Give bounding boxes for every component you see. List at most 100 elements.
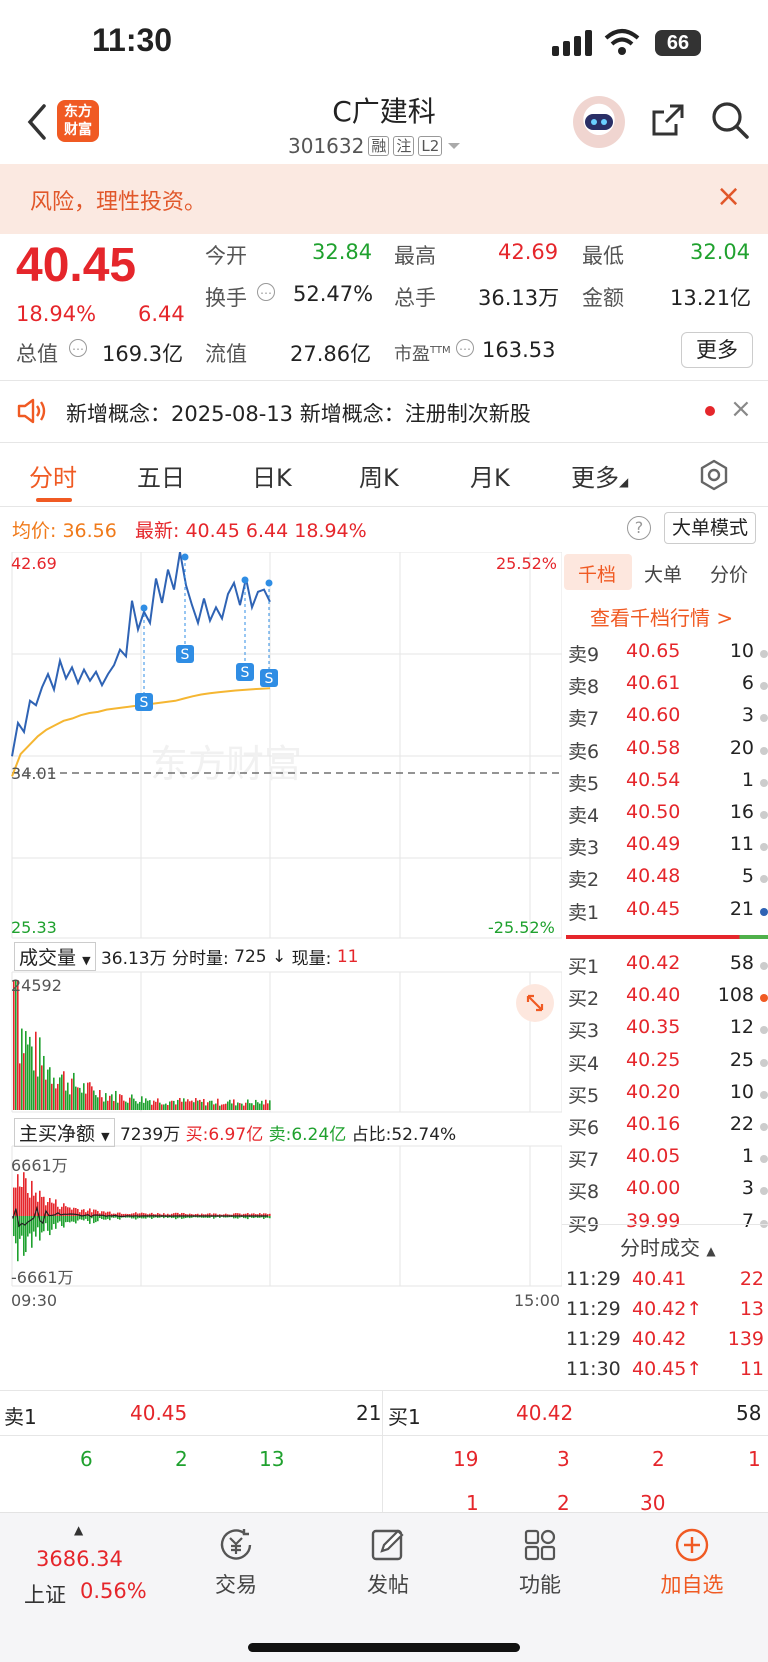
flow-sell-bar <box>225 1216 227 1218</box>
volume-bar <box>85 1093 87 1110</box>
book-level-price: 40.00 <box>626 1177 681 1200</box>
info-icon[interactable]: … <box>456 339 474 357</box>
book-tab-levels[interactable]: 千档 <box>578 564 617 586</box>
ask-row[interactable]: 卖6 40.58 20 <box>568 737 768 767</box>
flow-net-line <box>12 1205 268 1228</box>
volume-bar <box>191 1100 193 1110</box>
ask-row[interactable]: 卖7 40.60 3 <box>568 704 768 734</box>
flow-selector[interactable]: 主买净额 ▼ <box>14 1118 115 1147</box>
stock-title[interactable]: C广建科 <box>332 95 436 128</box>
bid-row[interactable]: 买7 40.05 1 <box>568 1145 768 1175</box>
flow-sell-bar <box>145 1216 147 1219</box>
flow-sell-bar <box>219 1216 221 1218</box>
nav-functions[interactable]: 功能 <box>490 1525 590 1599</box>
tab-five-day[interactable]: 五日 <box>137 464 185 492</box>
expand-icon[interactable] <box>516 984 554 1022</box>
flow-sell-bar <box>197 1216 199 1218</box>
pct-low-label: -25.52% <box>488 918 555 937</box>
tab-daily-k[interactable]: 日K <box>252 464 292 492</box>
ask-row[interactable]: 卖2 40.48 5 <box>568 865 768 895</box>
ticks-title[interactable]: 分时成交 ▲ <box>620 1236 716 1260</box>
flow-buy-bar <box>107 1211 109 1216</box>
tab-intraday[interactable]: 分时 <box>29 464 77 492</box>
bid-row[interactable]: 买3 40.35 12 <box>568 1016 768 1046</box>
flow-sell-bar <box>79 1216 81 1220</box>
bottom-nav: ▲ 3686.34 上证 0.56% 交易 发帖 功能 加自选 <box>0 1512 768 1662</box>
ask-row[interactable]: 卖3 40.49 11 <box>568 833 768 863</box>
volume-bar <box>153 1100 155 1110</box>
volume-bar <box>93 1090 95 1110</box>
ask-row[interactable]: 卖8 40.61 6 <box>568 672 768 702</box>
info-icon[interactable]: … <box>69 339 87 357</box>
stock-code-line[interactable]: 301632 融 注 L2 <box>288 134 462 158</box>
flow-buy-bar <box>181 1212 183 1216</box>
flow-sell-bar <box>91 1216 93 1219</box>
ask-row[interactable]: 卖9 40.65 10 <box>568 640 768 670</box>
tab-more[interactable]: 更多◢ <box>571 464 629 492</box>
nav-trade[interactable]: 交易 <box>186 1525 286 1599</box>
book-tab-big-orders[interactable]: 大单 <box>644 564 683 586</box>
volume-bar <box>247 1099 249 1110</box>
volume-bar <box>159 1102 161 1110</box>
bid-row[interactable]: 买6 40.16 22 <box>568 1113 768 1143</box>
close-icon[interactable]: × <box>716 179 742 214</box>
flow-sell-bar <box>251 1216 253 1218</box>
flow-sell-bar <box>25 1216 27 1253</box>
latest-label: 最新: <box>134 520 180 542</box>
stock-header: 东方 财富 C广建科 301632 融 注 L2 <box>0 88 768 164</box>
book-level-volume: 20 <box>729 736 754 759</box>
flow-sell-bar <box>55 1216 57 1229</box>
flow-sell-bar <box>65 1216 67 1223</box>
book-tab-highlight <box>564 554 632 590</box>
nav-add-watchlist[interactable]: 加自选 <box>642 1525 742 1599</box>
more-button[interactable]: 更多 <box>681 332 753 368</box>
tab-weekly-k[interactable]: 周K <box>359 464 399 492</box>
volume-bar <box>245 1102 247 1110</box>
turnover-value: 52.47% <box>293 282 374 306</box>
flow-sell-bar <box>15 1216 17 1244</box>
pe-value: 163.53 <box>482 338 556 362</box>
ai-assistant-icon[interactable] <box>573 96 625 148</box>
help-icon[interactable]: ? <box>627 516 651 540</box>
book-level-label: 卖6 <box>568 740 600 763</box>
flow-buy-bar <box>113 1213 115 1216</box>
flow-sell-bar <box>27 1216 29 1237</box>
flow-buy-bar <box>179 1214 181 1216</box>
bid-row[interactable]: 买1 40.42 58 <box>568 952 768 982</box>
volume-bar <box>13 980 15 1110</box>
risk-text: 风险，理性投资。 <box>30 190 207 215</box>
ask-row[interactable]: 卖1 40.45 21 <box>568 898 768 928</box>
tab-monthly-k[interactable]: 月K <box>470 464 510 492</box>
flow-sell-bar <box>125 1216 127 1218</box>
signal-icon <box>552 30 592 56</box>
search-icon[interactable] <box>710 100 750 140</box>
buy-queue-item: 30 <box>640 1491 666 1515</box>
info-icon[interactable]: … <box>257 283 275 301</box>
book-level-price: 40.05 <box>626 1145 681 1168</box>
nav-post[interactable]: 发帖 <box>338 1525 438 1599</box>
bid-row[interactable]: 买2 40.40 108 <box>568 984 768 1014</box>
bid-row[interactable]: 买4 40.25 25 <box>568 1049 768 1079</box>
back-icon[interactable] <box>22 102 52 142</box>
book-tab-price-dist[interactable]: 分价 <box>710 564 749 586</box>
flow-buy-bar <box>265 1213 267 1216</box>
price-low-label: 25.33 <box>11 918 57 937</box>
flow-buy-bar <box>81 1209 83 1216</box>
latest-pct: 18.94% <box>294 520 367 542</box>
volume-selector[interactable]: 成交量 ▼ <box>14 942 96 971</box>
flow-sell-bar <box>77 1216 79 1221</box>
bid-row[interactable]: 买8 40.00 3 <box>568 1177 768 1207</box>
share-icon[interactable] <box>648 100 688 140</box>
flow-buy-bar <box>177 1212 179 1216</box>
big-order-mode-button[interactable]: 大单模式 <box>664 512 756 544</box>
view-levels-link[interactable]: 查看千档行情 > <box>590 606 734 630</box>
concept-notice[interactable]: 新增概念：2025-08-13 新增概念：注册制次新股 × <box>0 382 768 442</box>
bid-row[interactable]: 买5 40.20 10 <box>568 1081 768 1111</box>
volume-bar <box>65 1090 67 1110</box>
ask-row[interactable]: 卖5 40.54 1 <box>568 769 768 799</box>
ask-row[interactable]: 卖4 40.50 16 <box>568 801 768 831</box>
close-icon[interactable]: × <box>730 394 752 424</box>
gear-icon[interactable] <box>697 458 731 492</box>
latest-change: 6.44 <box>245 520 289 542</box>
